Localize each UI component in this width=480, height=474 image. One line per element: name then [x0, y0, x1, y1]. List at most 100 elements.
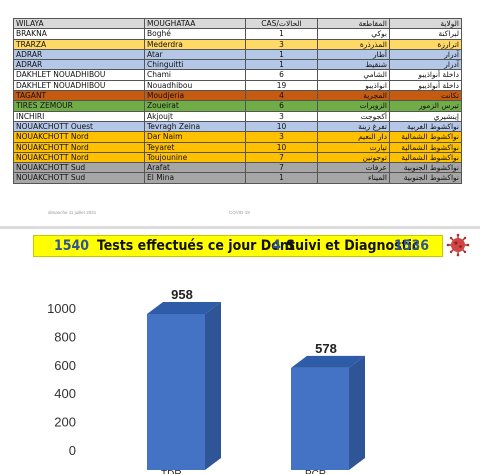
cell-muqataa-ar: توجونين [317, 151, 390, 164]
cell-cas: 6 [245, 69, 318, 81]
table-row: INCHIRI Akjoujt 3 أكجوجت إينشيري [13, 110, 462, 122]
cell-muqataa-ar: بوكي [317, 28, 390, 40]
cell-moughataa: Mederdra [144, 38, 246, 50]
cell-cas: 1 [245, 28, 318, 40]
cell-wilaya: NOUAKCHOTT Ouest [13, 120, 145, 133]
cell-muqataa-ar: عرفات [317, 162, 390, 174]
cell-wilaya-ar: تكانت [389, 90, 462, 102]
cell-wilaya-ar: نواكشوط الشمالية [389, 141, 462, 153]
cell-moughataa: El Mina [144, 172, 246, 184]
x-category-label: PCR [305, 469, 326, 474]
tests-count: 1540 [54, 238, 90, 254]
cell-wilaya-ar: نواكشوط الشمالية [389, 151, 462, 164]
table-row: NOUAKCHOTT Sud Arafat 7 عرفات نواكشوط الجنوب… [13, 162, 462, 174]
cell-wilaya: DAKHLET NOUADHIBOU [13, 69, 145, 81]
cell-muqataa-ar: المجرية [317, 90, 390, 102]
table-row: DAKHLET NOUADHIBOU Nouadhibou 19 انواذيبو دا… [13, 79, 462, 92]
table-row: ADRAR Atar 1 أطار آدرار [13, 48, 462, 61]
cell-moughataa: Zoueirat [144, 100, 246, 112]
cell-moughataa: MOUGHATAA [144, 17, 246, 30]
bar-side [205, 301, 221, 470]
cell-moughataa: Arafat [144, 162, 246, 174]
bar-top [147, 301, 221, 314]
y-tick-label: 1000 [47, 301, 76, 316]
cell-wilaya-ar: الولاية [389, 17, 462, 30]
table-row: NOUAKCHOTT Nord Toujounine 7 توجونين نواكشوط… [13, 151, 462, 164]
cell-moughataa: Nouadhibou [144, 79, 246, 92]
cell-wilaya-ar: نواكشوط الجنوبية [389, 162, 462, 174]
cell-cas: 4 [245, 90, 318, 102]
cell-wilaya: BRAKNA [13, 28, 145, 40]
cell-muqataa-ar: أطار [317, 48, 390, 61]
table-row: TIRES ZEMOUR Zoueirat 6 الزويرات تيرس الزمور [13, 100, 462, 112]
document-page: WILAYA MOUGHATAA CAS/الحالات المقاطعة الولاي… [0, 0, 480, 226]
cell-muqataa-ar: انواذيبو [317, 79, 390, 92]
cell-cas: 10 [245, 141, 318, 153]
cell-wilaya-ar: نواكشوط الجنوبية [389, 172, 462, 184]
cell-muqataa-ar: المقاطعة [317, 17, 390, 30]
table-row: TRARZA Mederdra 3 المذرذرة اترارزة [13, 38, 462, 50]
cell-cas: 3 [245, 110, 318, 122]
cell-wilaya: NOUAKCHOTT Nord [13, 131, 145, 143]
x-category-label: TDR [161, 469, 182, 474]
bar [147, 313, 205, 470]
page-footer: dimanche 11 juillet 2021 COVID-19 [0, 210, 480, 220]
bar-side [349, 355, 365, 470]
cell-wilaya-ar: آدرار [389, 59, 462, 71]
cell-wilaya: NOUAKCHOTT Nord [13, 141, 145, 153]
cell-wilaya: ADRAR [13, 48, 145, 61]
cell-wilaya: TRARZA [13, 38, 145, 50]
table-row: NOUAKCHOTT Nord Dar Naim 3 دار النعيم نواكشو… [13, 131, 462, 143]
summary-banner: 1540 Tests effectués ce jour Dont 4 Suiv… [33, 235, 443, 257]
bar [291, 367, 349, 470]
cell-wilaya: TAGANT [13, 90, 145, 102]
tests-label: Tests effectués ce jour Dont [97, 238, 295, 254]
cell-muqataa-ar: الزويرات [317, 100, 390, 112]
cell-moughataa: Moudjeria [144, 90, 246, 102]
cell-wilaya-ar: نواكشوط الغربية [389, 120, 462, 133]
cell-muqataa-ar: تيارت [317, 141, 390, 153]
cell-wilaya-ar: آدرار [389, 48, 462, 61]
cell-moughataa: Boghé [144, 28, 246, 40]
cell-cas: 7 [245, 162, 318, 174]
cell-wilaya-ar: إينشيري [389, 110, 462, 122]
cell-moughataa: Atar [144, 48, 246, 61]
table-row: NOUAKCHOTT Sud El Mina 1 الميناء نواكشوط الج… [13, 172, 462, 184]
cell-cas: 1 [245, 172, 318, 184]
footer-date: dimanche 11 juillet 2021 [48, 210, 97, 215]
tests-bar-chart: 0 200 400 600 800 1000 958 TDR 578 PCR [47, 287, 365, 474]
y-tick-label: 400 [54, 386, 76, 401]
cell-wilaya-ar: لبراكنة [389, 28, 462, 40]
table-row: DAKHLET NOUADHIBOU Chami 6 الشامي داخلة أنوا… [13, 69, 462, 81]
table-header-row: WILAYA MOUGHATAA CAS/الحالات المقاطعة الولاي… [13, 17, 462, 30]
cell-moughataa: Toujounine [144, 151, 246, 164]
diagnostic-count: 1536 [394, 238, 430, 254]
table-row: ADRAR Chinguitti 1 شنقيط آدرار [13, 59, 462, 71]
cell-muqataa-ar: تفرغ زينة [317, 120, 390, 133]
cell-moughataa: Akjoujt [144, 110, 246, 122]
cell-wilaya-ar: داخلة أنواذيبو [389, 79, 462, 92]
cell-wilaya: ADRAR [13, 59, 145, 71]
cell-cas: 19 [245, 79, 318, 92]
cell-muqataa-ar: شنقيط [317, 59, 390, 71]
cell-moughataa: Tevragh Zeina [144, 120, 246, 133]
y-tick-label: 200 [54, 415, 76, 430]
cell-wilaya: DAKHLET NOUADHIBOU [13, 79, 145, 92]
cases-table: WILAYA MOUGHATAA CAS/الحالات المقاطعة الولاي… [13, 17, 462, 184]
cell-cas: 1 [245, 48, 318, 61]
table-row: NOUAKCHOTT Nord Teyaret 10 تيارت نواكشوط الش… [13, 141, 462, 153]
cell-muqataa-ar: الشامي [317, 69, 390, 81]
table-row: BRAKNA Boghé 1 بوكي لبراكنة [13, 28, 462, 40]
cell-wilaya: NOUAKCHOTT Sud [13, 172, 145, 184]
cell-moughataa: Teyaret [144, 141, 246, 153]
coronavirus-icon [446, 233, 470, 257]
cell-wilaya-ar: داخلة أنواذيبو [389, 69, 462, 81]
y-tick-label: 800 [54, 329, 76, 344]
table-row: TAGANT Moudjeria 4 المجرية تكانت [13, 90, 462, 102]
data-label: 578 [315, 341, 337, 356]
cell-wilaya: NOUAKCHOTT Nord [13, 151, 145, 164]
data-label: 958 [171, 287, 193, 302]
cell-cas: 3 [245, 131, 318, 143]
cell-moughataa: Chinguitti [144, 59, 246, 71]
cell-cas: CAS/الحالات [245, 17, 318, 30]
